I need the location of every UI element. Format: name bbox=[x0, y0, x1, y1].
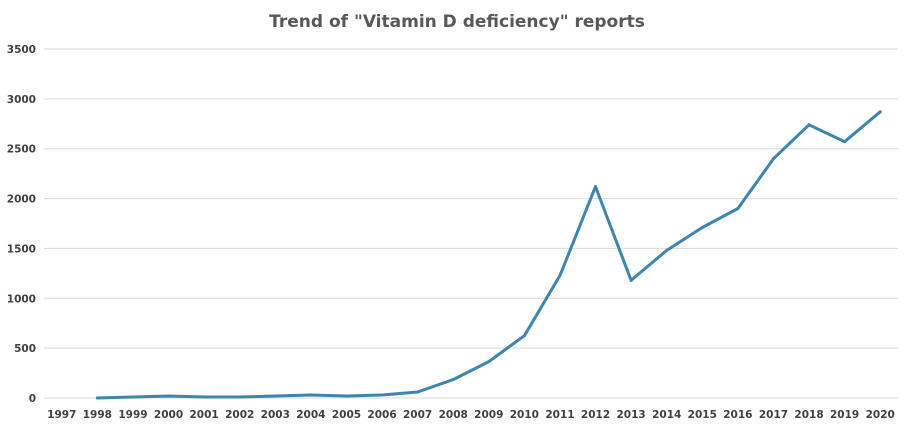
x-tick-label: 2000 bbox=[154, 409, 183, 421]
data-point bbox=[522, 334, 526, 338]
data-point bbox=[309, 393, 313, 397]
x-tick-label: 2019 bbox=[830, 409, 859, 421]
x-tick-label: 2011 bbox=[545, 409, 574, 421]
data-point bbox=[700, 225, 704, 229]
data-point bbox=[487, 360, 491, 364]
y-tick-label: 1000 bbox=[7, 293, 36, 305]
data-point bbox=[273, 394, 277, 398]
x-tick-label: 2015 bbox=[688, 409, 717, 421]
x-tick-label: 2001 bbox=[190, 409, 219, 421]
x-tick-label: 2013 bbox=[617, 409, 646, 421]
y-tick-label: 2500 bbox=[7, 144, 36, 156]
x-tick-label: 1998 bbox=[83, 409, 112, 421]
x-tick-label: 2012 bbox=[581, 409, 610, 421]
y-tick-label: 1500 bbox=[7, 243, 36, 255]
data-point bbox=[451, 378, 455, 382]
x-tick-label: 2014 bbox=[652, 409, 681, 421]
x-tick-label: 2010 bbox=[510, 409, 539, 421]
x-tick-label: 2020 bbox=[866, 409, 895, 421]
x-tick-label: 1999 bbox=[118, 409, 147, 421]
y-tick-label: 0 bbox=[29, 393, 36, 405]
data-point bbox=[736, 207, 740, 211]
data-point bbox=[238, 395, 242, 399]
y-tick-label: 3500 bbox=[7, 44, 36, 56]
data-point bbox=[95, 396, 99, 400]
x-tick-label: 2005 bbox=[332, 409, 361, 421]
data-point bbox=[131, 395, 135, 399]
data-point bbox=[665, 248, 669, 252]
x-tick-label: 2016 bbox=[723, 409, 752, 421]
data-point bbox=[416, 390, 420, 394]
data-point bbox=[629, 278, 633, 282]
y-tick-label: 500 bbox=[14, 343, 36, 355]
data-point bbox=[594, 185, 598, 189]
x-tick-label: 2002 bbox=[225, 409, 254, 421]
data-point bbox=[558, 273, 562, 277]
x-tick-label: 2018 bbox=[794, 409, 823, 421]
data-point bbox=[843, 140, 847, 144]
data-point bbox=[771, 157, 775, 161]
data-point bbox=[807, 123, 811, 127]
x-tick-label: 2004 bbox=[296, 409, 325, 421]
data-point bbox=[167, 394, 171, 398]
x-tick-label: 2008 bbox=[439, 409, 468, 421]
x-tick-label: 1997 bbox=[47, 409, 76, 421]
data-point bbox=[878, 110, 882, 114]
x-tick-label: 2009 bbox=[474, 409, 503, 421]
y-tick-label: 3000 bbox=[7, 94, 36, 106]
x-tick-label: 2017 bbox=[759, 409, 788, 421]
x-tick-label: 2006 bbox=[367, 409, 396, 421]
x-tick-label: 2007 bbox=[403, 409, 432, 421]
data-point bbox=[380, 393, 384, 397]
y-tick-label: 2000 bbox=[7, 194, 36, 206]
data-point bbox=[344, 394, 348, 398]
series-line bbox=[95, 110, 882, 400]
chart-title: Trend of "Vitamin D deficiency" reports bbox=[269, 12, 645, 32]
x-tick-label: 2003 bbox=[261, 409, 290, 421]
data-point bbox=[202, 395, 206, 399]
